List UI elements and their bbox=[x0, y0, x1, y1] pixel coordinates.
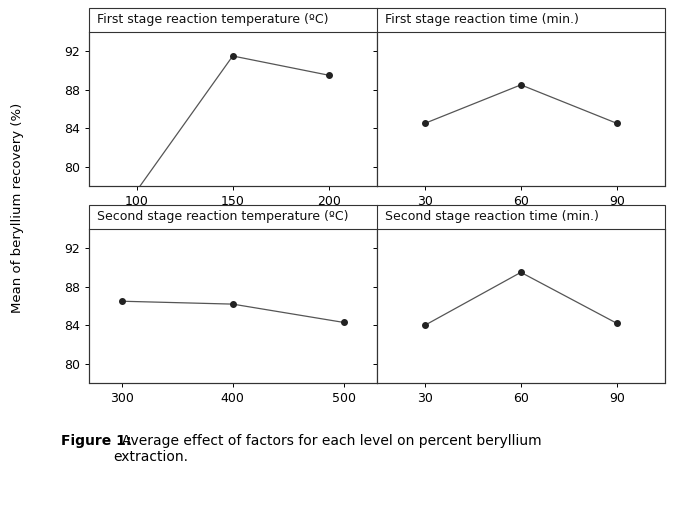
Text: First stage reaction time (min.): First stage reaction time (min.) bbox=[385, 13, 579, 26]
Text: Average effect of factors for each level on percent beryllium
extraction.: Average effect of factors for each level… bbox=[113, 434, 542, 464]
Text: First stage reaction temperature (ºC): First stage reaction temperature (ºC) bbox=[98, 13, 329, 26]
Text: Second stage reaction time (min.): Second stage reaction time (min.) bbox=[385, 210, 599, 223]
Text: Second stage reaction temperature (ºC): Second stage reaction temperature (ºC) bbox=[98, 210, 349, 223]
Text: Mean of beryllium recovery (%): Mean of beryllium recovery (%) bbox=[10, 102, 24, 313]
Text: Figure 1:: Figure 1: bbox=[61, 434, 132, 447]
